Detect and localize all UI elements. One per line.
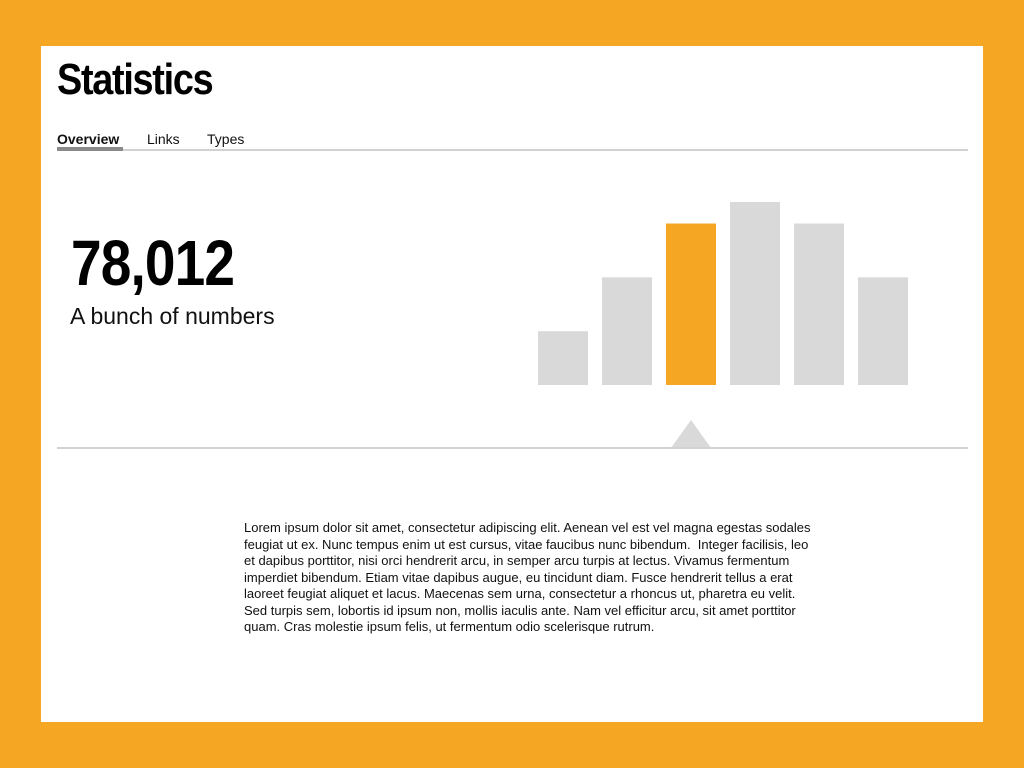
active-tab-indicator: [57, 147, 123, 151]
chart-bar[interactable]: [794, 223, 844, 385]
chart-bar[interactable]: [602, 277, 652, 385]
tab-bar: Overview Links Types: [57, 130, 968, 151]
tab-links[interactable]: Links: [147, 131, 180, 147]
chart-bar[interactable]: [730, 202, 780, 385]
section-divider: [57, 447, 968, 449]
chart-bar[interactable]: [858, 277, 908, 385]
tab-types[interactable]: Types: [207, 131, 245, 147]
chart-bar[interactable]: [538, 331, 588, 385]
tab-overview[interactable]: Overview: [57, 131, 120, 147]
bar-chart: [538, 202, 908, 448]
chart-bar-highlighted[interactable]: [666, 223, 716, 385]
body-paragraph: Lorem ipsum dolor sit amet, consectetur …: [244, 520, 815, 634]
selection-pointer-icon: [671, 420, 711, 448]
statistics-panel: Statistics Overview Links Types 78,012 A…: [41, 46, 983, 722]
page-title: Statistics: [57, 55, 214, 104]
summary-caption: A bunch of numbers: [70, 303, 275, 329]
summary-value: 78,012: [71, 227, 235, 299]
